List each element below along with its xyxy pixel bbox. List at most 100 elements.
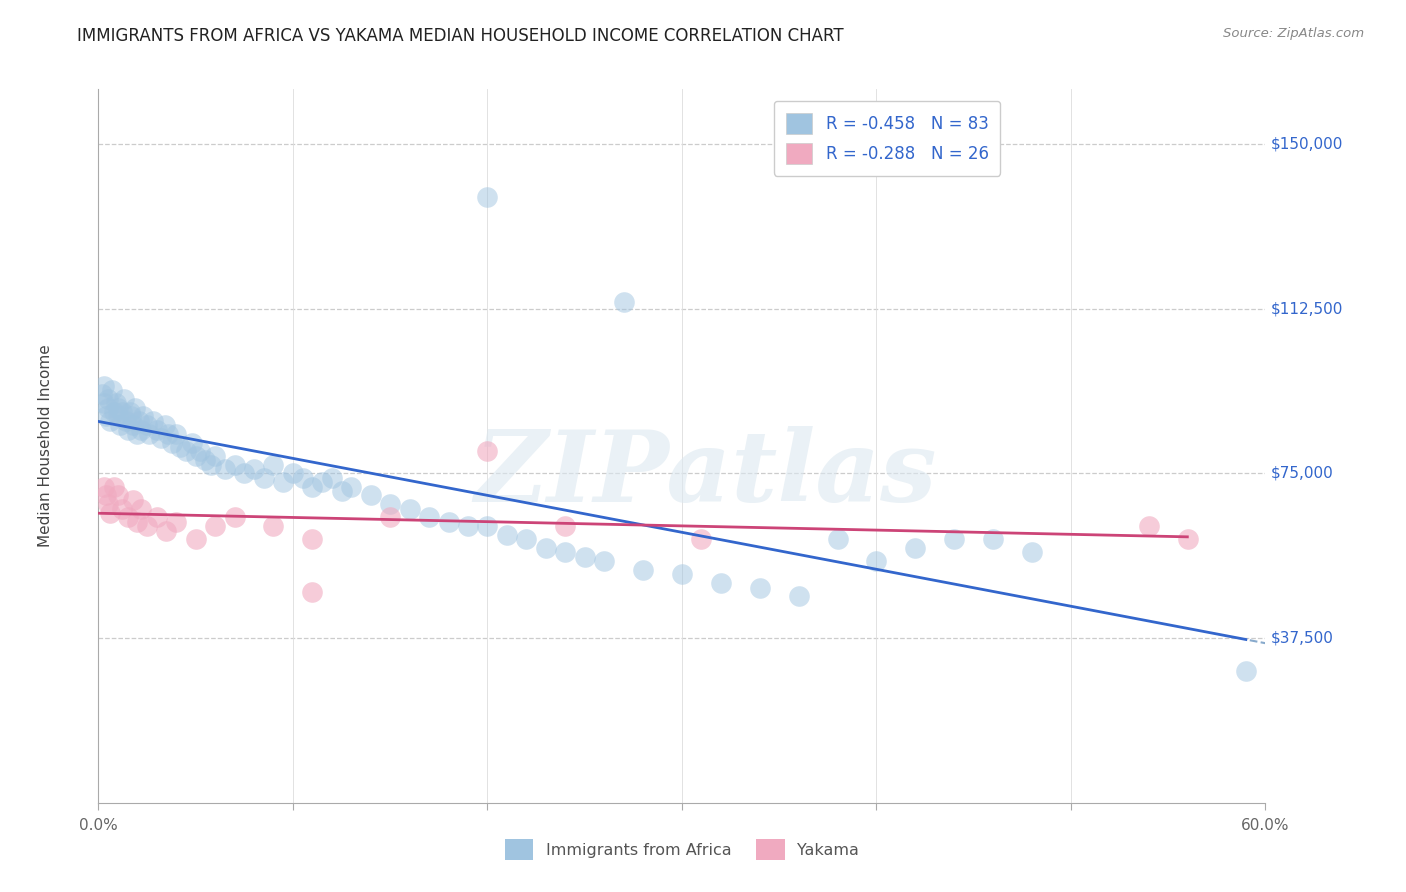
Point: [200, 458, 222, 472]
Point: [111, 501, 134, 516]
Point: [146, 510, 169, 524]
Point: [330, 483, 353, 498]
Point: [477, 190, 499, 204]
Point: [129, 501, 152, 516]
Point: [224, 458, 246, 472]
Point: [515, 533, 537, 547]
Point: [188, 444, 211, 458]
Point: [96, 409, 118, 424]
Point: [214, 462, 236, 476]
Point: [184, 533, 207, 547]
Point: [340, 480, 363, 494]
Point: [1177, 533, 1199, 547]
Point: [138, 426, 160, 441]
Text: $112,500: $112,500: [1271, 301, 1344, 317]
Text: $37,500: $37,500: [1271, 631, 1334, 646]
Point: [136, 519, 159, 533]
Point: [301, 585, 323, 599]
Point: [496, 528, 519, 542]
Text: ZIPatlas: ZIPatlas: [474, 426, 936, 523]
Point: [865, 554, 887, 568]
Legend: Immigrants from Africa, Yakama: Immigrants from Africa, Yakama: [498, 833, 866, 866]
Point: [169, 440, 191, 454]
Point: [155, 524, 177, 538]
Point: [97, 401, 120, 415]
Point: [534, 541, 557, 555]
Point: [93, 396, 115, 410]
Point: [631, 563, 654, 577]
Point: [107, 488, 129, 502]
Point: [1137, 519, 1160, 533]
Point: [262, 519, 284, 533]
Point: [360, 488, 382, 502]
Point: [253, 471, 276, 485]
Point: [107, 409, 129, 424]
Point: [554, 545, 576, 559]
Point: [112, 392, 135, 406]
Point: [262, 458, 284, 472]
Point: [132, 409, 155, 424]
Point: [96, 488, 118, 502]
Point: [146, 423, 169, 437]
Point: [165, 426, 187, 441]
Point: [204, 449, 226, 463]
Point: [127, 426, 149, 441]
Point: [1234, 664, 1257, 678]
Point: [321, 471, 343, 485]
Point: [574, 549, 596, 564]
Point: [311, 475, 333, 490]
Text: Source: ZipAtlas.com: Source: ZipAtlas.com: [1223, 27, 1364, 40]
Point: [184, 449, 207, 463]
Point: [93, 480, 115, 494]
Point: [97, 497, 120, 511]
Point: [129, 423, 152, 437]
Point: [128, 414, 150, 428]
Point: [136, 418, 159, 433]
Point: [122, 418, 145, 433]
Point: [121, 409, 143, 424]
Text: $150,000: $150,000: [1271, 136, 1344, 152]
Point: [613, 295, 636, 310]
Point: [233, 467, 256, 481]
Point: [787, 590, 810, 604]
Point: [827, 533, 849, 547]
Point: [593, 554, 616, 568]
Point: [671, 567, 693, 582]
Point: [710, 576, 733, 591]
Point: [180, 435, 202, 450]
Point: [157, 426, 180, 441]
Point: [114, 414, 136, 428]
Point: [243, 462, 266, 476]
Point: [301, 480, 323, 494]
Point: [554, 519, 576, 533]
Point: [291, 471, 314, 485]
Point: [904, 541, 927, 555]
Point: [108, 418, 131, 433]
Point: [103, 480, 125, 494]
Point: [165, 515, 187, 529]
Text: Median Household Income: Median Household Income: [38, 344, 53, 548]
Point: [149, 431, 172, 445]
Point: [301, 533, 323, 547]
Point: [194, 453, 217, 467]
Point: [477, 519, 499, 533]
Point: [1021, 545, 1043, 559]
Point: [271, 475, 294, 490]
Point: [111, 405, 134, 419]
Point: [943, 533, 966, 547]
Point: [437, 515, 460, 529]
Point: [748, 581, 770, 595]
Point: [98, 506, 121, 520]
Point: [281, 467, 304, 481]
Point: [153, 418, 176, 433]
Point: [398, 501, 420, 516]
Point: [174, 444, 197, 458]
Point: [104, 396, 127, 410]
Point: [690, 533, 713, 547]
Point: [93, 378, 115, 392]
Point: [98, 414, 121, 428]
Point: [103, 405, 125, 419]
Point: [142, 414, 165, 428]
Point: [204, 519, 226, 533]
Point: [107, 401, 129, 415]
